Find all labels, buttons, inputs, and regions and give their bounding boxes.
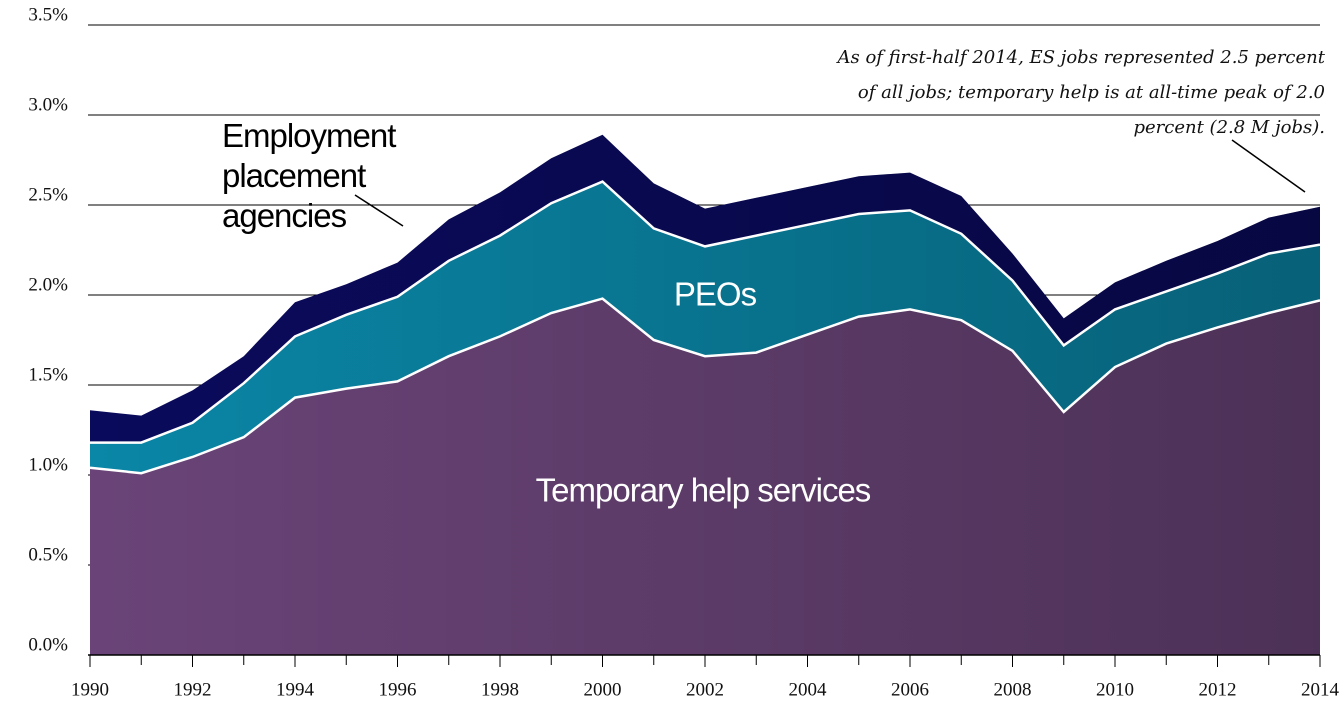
series-label: PEOs bbox=[674, 276, 757, 313]
x-tick-label: 2012 bbox=[1199, 679, 1237, 700]
y-tick-label: 3.0% bbox=[28, 94, 68, 115]
x-tick-label: 2000 bbox=[584, 679, 622, 700]
x-tick-label: 1996 bbox=[379, 679, 417, 700]
series-label: Temporary help services bbox=[536, 472, 871, 509]
x-tick-label: 1992 bbox=[174, 679, 212, 700]
x-tick-label: 2004 bbox=[789, 679, 828, 700]
leader-line bbox=[1231, 139, 1306, 193]
x-tick-label: 2010 bbox=[1096, 679, 1134, 700]
y-tick-label: 1.0% bbox=[28, 454, 68, 475]
area-shade bbox=[90, 134, 1320, 443]
x-tick-label: 1990 bbox=[71, 679, 109, 700]
y-tick-label: 2.5% bbox=[28, 184, 68, 205]
annotation: As of first-half 2014, ES jobs represent… bbox=[836, 47, 1326, 138]
label-line: agencies bbox=[222, 197, 347, 234]
x-tick-label: 1994 bbox=[276, 679, 315, 700]
annotation-line: percent (2.8 M jobs). bbox=[1133, 117, 1325, 138]
x-tick-label: 2014 bbox=[1301, 679, 1340, 700]
series-label: Employment placement agencies bbox=[222, 117, 396, 234]
label-line: Employment bbox=[222, 117, 396, 154]
x-tick-label: 2002 bbox=[686, 679, 724, 700]
x-tick-label: 2006 bbox=[891, 679, 929, 700]
y-tick-label: 2.0% bbox=[28, 274, 68, 295]
label-line: placement bbox=[222, 157, 366, 194]
boundary-line bbox=[89, 297, 1321, 475]
y-tick-label: 0.5% bbox=[28, 544, 68, 565]
leader-line bbox=[354, 194, 404, 227]
x-tick-label: 1998 bbox=[481, 679, 519, 700]
area-shade bbox=[90, 298, 1320, 655]
annotation-line: of all jobs; temporary help is at all-ti… bbox=[858, 82, 1325, 103]
annotation-line: As of first-half 2014, ES jobs represent… bbox=[836, 47, 1326, 68]
y-tick-label: 3.5% bbox=[28, 4, 68, 25]
x-tick-label: 2008 bbox=[994, 679, 1032, 700]
y-tick-label: 0.0% bbox=[28, 634, 68, 655]
boundary-line bbox=[90, 180, 1321, 444]
y-tick-label: 1.5% bbox=[28, 364, 68, 385]
area-shade bbox=[90, 181, 1320, 474]
